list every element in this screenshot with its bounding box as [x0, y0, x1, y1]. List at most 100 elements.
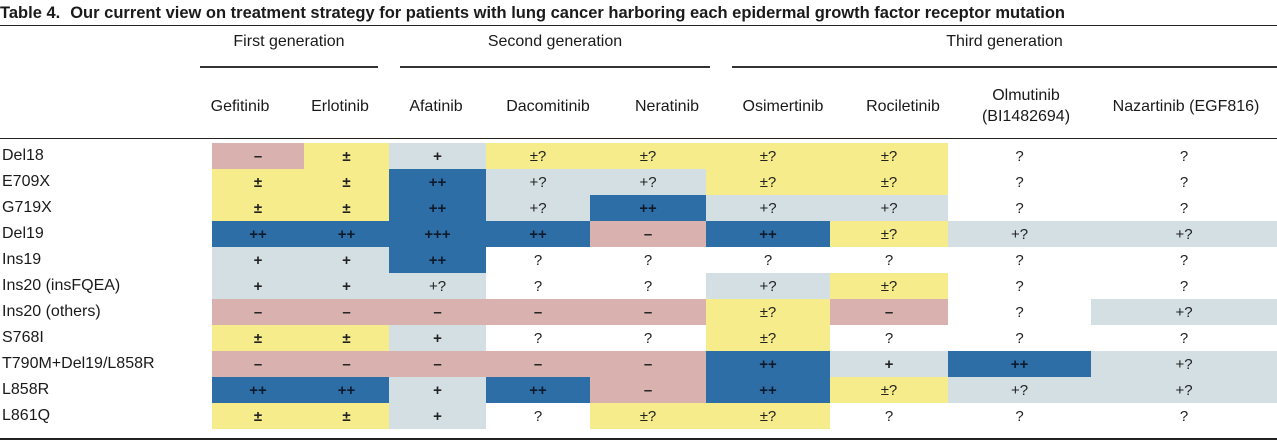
table-cell: ++ — [948, 351, 1091, 377]
table-cell: ±? — [590, 403, 706, 429]
table-cell: ±? — [830, 221, 948, 247]
table-cell: +? — [706, 195, 830, 221]
table-cell: ±? — [830, 143, 948, 169]
header-rule — [0, 138, 1277, 139]
column-header-line1: Gefitinib — [210, 97, 270, 115]
table-cell: ± — [212, 195, 304, 221]
column-header-line1: Neratinib — [634, 97, 700, 115]
table-cell: ±? — [706, 299, 830, 325]
group-third-generation: Third generation — [946, 33, 1063, 50]
table-cell: ? — [486, 247, 590, 273]
table-cell: – — [486, 351, 590, 377]
table-cell: ++ — [389, 247, 486, 273]
table-cell: +? — [1091, 221, 1277, 247]
table-cell: ± — [304, 403, 389, 429]
table-cell: +? — [1091, 377, 1277, 403]
table-cell: – — [590, 351, 706, 377]
column-header: Rociletinib — [848, 82, 958, 130]
row-label: L858R — [2, 381, 50, 398]
table-cell: +? — [486, 169, 590, 195]
table-cell: ? — [948, 325, 1091, 351]
table-cell: +++ — [389, 221, 486, 247]
row-label: Ins20 (insFQEA) — [2, 277, 121, 294]
table-cell: ++ — [486, 221, 590, 247]
table-cell: + — [389, 377, 486, 403]
table-cell: ++ — [304, 377, 389, 403]
table-cell: ? — [948, 247, 1091, 273]
table-cell: ? — [590, 247, 706, 273]
table-cell: + — [212, 247, 304, 273]
table-cell: ? — [830, 325, 948, 351]
table-cell: ±? — [706, 403, 830, 429]
table-cell: ? — [1091, 403, 1277, 429]
table-cell: ± — [212, 325, 304, 351]
table-cell: ±? — [706, 143, 830, 169]
column-header: Nazartinib (EGF816) — [1093, 82, 1277, 130]
column-header-line1: Rociletinib — [866, 97, 940, 115]
table-cell: +? — [1091, 299, 1277, 325]
table-cell: – — [590, 299, 706, 325]
table-cell: +? — [389, 273, 486, 299]
column-header: Osimertinib — [723, 82, 843, 130]
table-cell: – — [830, 299, 948, 325]
column-header: Olmutinib (BI1482694) — [956, 82, 1096, 130]
table-cell: ± — [304, 325, 389, 351]
table-cell: ++ — [706, 377, 830, 403]
column-header-line1: Nazartinib (EGF816) — [1112, 97, 1260, 115]
table-cell: +? — [590, 169, 706, 195]
table-cell: + — [830, 351, 948, 377]
table-caption: Table 4. Our current view on treatment st… — [0, 2, 1277, 24]
bottom-rule — [0, 438, 1277, 440]
row-label: Ins19 — [2, 251, 42, 268]
table-cell: ±? — [706, 325, 830, 351]
column-header: Afatinib — [391, 82, 481, 130]
table-cell: ? — [830, 247, 948, 273]
table-cell: ? — [948, 403, 1091, 429]
table-cell: +? — [830, 195, 948, 221]
table-cell: ? — [1091, 195, 1277, 221]
table-cell: ± — [212, 169, 304, 195]
table-cell: ±? — [830, 273, 948, 299]
table-cell: ++ — [212, 221, 304, 247]
table-cell: ? — [486, 403, 590, 429]
table-cell: ++ — [486, 377, 590, 403]
table-cell: + — [212, 273, 304, 299]
table-cell: – — [212, 299, 304, 325]
table-cell: ? — [590, 273, 706, 299]
table-cell: + — [389, 143, 486, 169]
column-header: Dacomitinib — [488, 82, 608, 130]
row-label: Del19 — [2, 225, 44, 242]
table-cell: – — [212, 351, 304, 377]
row-label: Ins20 (others) — [2, 303, 101, 320]
column-header: Erlotinib — [295, 82, 385, 130]
top-rule — [0, 25, 1277, 26]
table-cell: ± — [304, 169, 389, 195]
table-cell: +? — [486, 195, 590, 221]
row-label: E709X — [2, 173, 51, 190]
table-cell: ± — [304, 143, 389, 169]
row-label: G719X — [2, 199, 52, 216]
table-cell: – — [389, 299, 486, 325]
table-title: Our current view on treatment strategy f… — [70, 4, 1065, 22]
column-header: Gefitinib — [195, 82, 285, 130]
table-cell: – — [486, 299, 590, 325]
table-cell: ? — [486, 325, 590, 351]
table-cell: – — [389, 351, 486, 377]
table-cell: ++ — [389, 195, 486, 221]
table-cell: +? — [706, 273, 830, 299]
column-header-line1: Osimertinib — [742, 97, 824, 115]
table-cell: + — [304, 273, 389, 299]
table-cell: ++ — [590, 195, 706, 221]
table-cell: ±? — [706, 169, 830, 195]
table-number: Table 4. — [0, 4, 61, 22]
table-cell: – — [590, 221, 706, 247]
group-underline-third — [732, 66, 1277, 68]
group-underline-first — [200, 66, 378, 68]
table-cell: ? — [948, 195, 1091, 221]
table-cell: ? — [706, 247, 830, 273]
table-cell: ? — [486, 273, 590, 299]
table-cell: ++ — [706, 221, 830, 247]
column-header-line1: Erlotinib — [311, 97, 369, 115]
table-cell: – — [590, 377, 706, 403]
table-cell: ±? — [830, 377, 948, 403]
